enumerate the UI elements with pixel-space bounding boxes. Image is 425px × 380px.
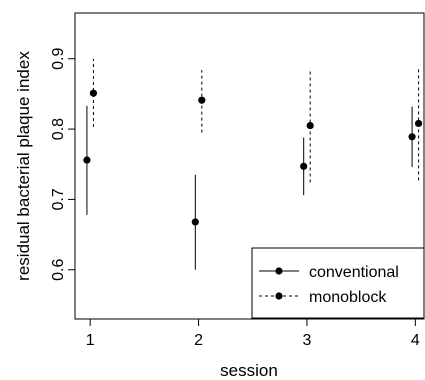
series-monoblock (89, 58, 423, 183)
monoblock-point-1 (89, 89, 98, 97)
legend-label-conventional: conventional (309, 264, 399, 281)
monoblock-point-3 (306, 121, 314, 130)
legend: conventional monoblock (251, 247, 425, 319)
x-axis: 1 2 3 4 (86, 318, 420, 349)
x-axis-title: session (220, 361, 278, 380)
legend-box (251, 247, 425, 319)
y-tick-label-0.9: 0.9 (50, 48, 67, 70)
conventional-point-2 (191, 218, 199, 226)
legend-marker-monoblock (275, 292, 283, 300)
y-axis-title: residual bacterial plaque index (14, 51, 33, 281)
monoblock-point-2 (198, 96, 206, 104)
y-tick-label-0.6: 0.6 (50, 259, 67, 281)
x-tick-label-3: 3 (302, 332, 311, 349)
y-axis: 0.6 0.7 0.8 0.9 (50, 48, 76, 281)
legend-marker-conventional (275, 267, 283, 275)
conventional-point-4 (408, 133, 416, 141)
series-conventional (83, 105, 416, 270)
x-tick-label-1: 1 (86, 332, 95, 349)
series-layer (83, 58, 423, 270)
conventional-point-3 (300, 162, 308, 170)
conventional-point-1 (83, 156, 91, 164)
y-tick-label-0.7: 0.7 (50, 188, 67, 210)
legend-label-monoblock: monoblock (309, 289, 387, 306)
monoblock-point-4 (414, 119, 423, 128)
x-tick-label-2: 2 (194, 332, 203, 349)
y-tick-label-0.8: 0.8 (50, 118, 67, 140)
x-tick-label-4: 4 (411, 332, 420, 349)
